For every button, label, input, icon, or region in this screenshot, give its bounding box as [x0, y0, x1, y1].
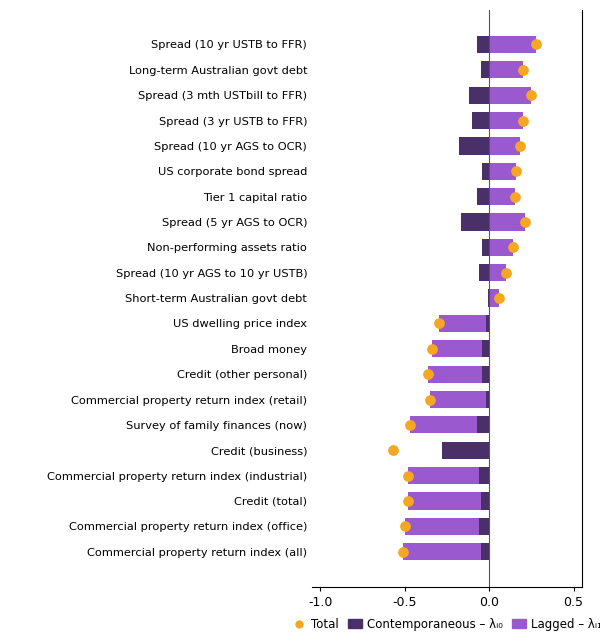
- Bar: [482, 238, 489, 256]
- Point: [403, 470, 413, 481]
- Point: [424, 369, 433, 379]
- Bar: [482, 340, 489, 358]
- Point: [520, 217, 529, 227]
- Point: [515, 141, 524, 151]
- Bar: [478, 188, 489, 205]
- Bar: [486, 391, 489, 408]
- Bar: [459, 137, 489, 154]
- Bar: [408, 467, 479, 484]
- Bar: [472, 112, 523, 129]
- Bar: [482, 238, 513, 256]
- Point: [434, 319, 443, 329]
- Bar: [482, 163, 516, 180]
- Bar: [459, 137, 520, 154]
- Point: [403, 496, 413, 506]
- Bar: [461, 213, 489, 231]
- Point: [400, 521, 410, 531]
- Bar: [442, 442, 489, 459]
- Point: [398, 547, 408, 557]
- Bar: [481, 61, 489, 78]
- Point: [427, 344, 437, 354]
- Bar: [461, 213, 524, 231]
- Bar: [442, 442, 489, 459]
- Point: [510, 192, 520, 202]
- Bar: [481, 543, 489, 560]
- Point: [527, 90, 536, 100]
- Bar: [487, 290, 499, 306]
- Bar: [486, 315, 489, 332]
- Bar: [478, 36, 489, 53]
- Point: [518, 65, 528, 75]
- Bar: [482, 365, 489, 383]
- Bar: [469, 87, 532, 104]
- Point: [425, 394, 435, 404]
- Point: [405, 420, 415, 430]
- Bar: [408, 492, 481, 510]
- Bar: [430, 391, 486, 408]
- Bar: [478, 416, 489, 433]
- Bar: [410, 416, 478, 433]
- Legend: Total, Contemporaneous – λᵢ₀, Lagged – λᵢ₁: Total, Contemporaneous – λᵢ₀, Lagged – λ…: [287, 613, 600, 635]
- Bar: [479, 264, 489, 281]
- Bar: [481, 61, 523, 78]
- Bar: [439, 315, 486, 332]
- Bar: [472, 112, 489, 129]
- Point: [511, 166, 521, 176]
- Bar: [405, 518, 479, 535]
- Bar: [479, 467, 489, 484]
- Point: [518, 115, 528, 126]
- Bar: [428, 365, 482, 383]
- Bar: [469, 87, 489, 104]
- Bar: [482, 163, 489, 180]
- Bar: [487, 290, 489, 306]
- Point: [494, 293, 504, 303]
- Bar: [403, 543, 481, 560]
- Bar: [478, 36, 536, 53]
- Bar: [479, 518, 489, 535]
- Point: [508, 242, 518, 253]
- Point: [388, 445, 398, 455]
- Bar: [432, 340, 482, 358]
- Bar: [479, 264, 506, 281]
- Bar: [481, 492, 489, 510]
- Point: [532, 39, 541, 49]
- Bar: [478, 188, 515, 205]
- Point: [501, 267, 511, 278]
